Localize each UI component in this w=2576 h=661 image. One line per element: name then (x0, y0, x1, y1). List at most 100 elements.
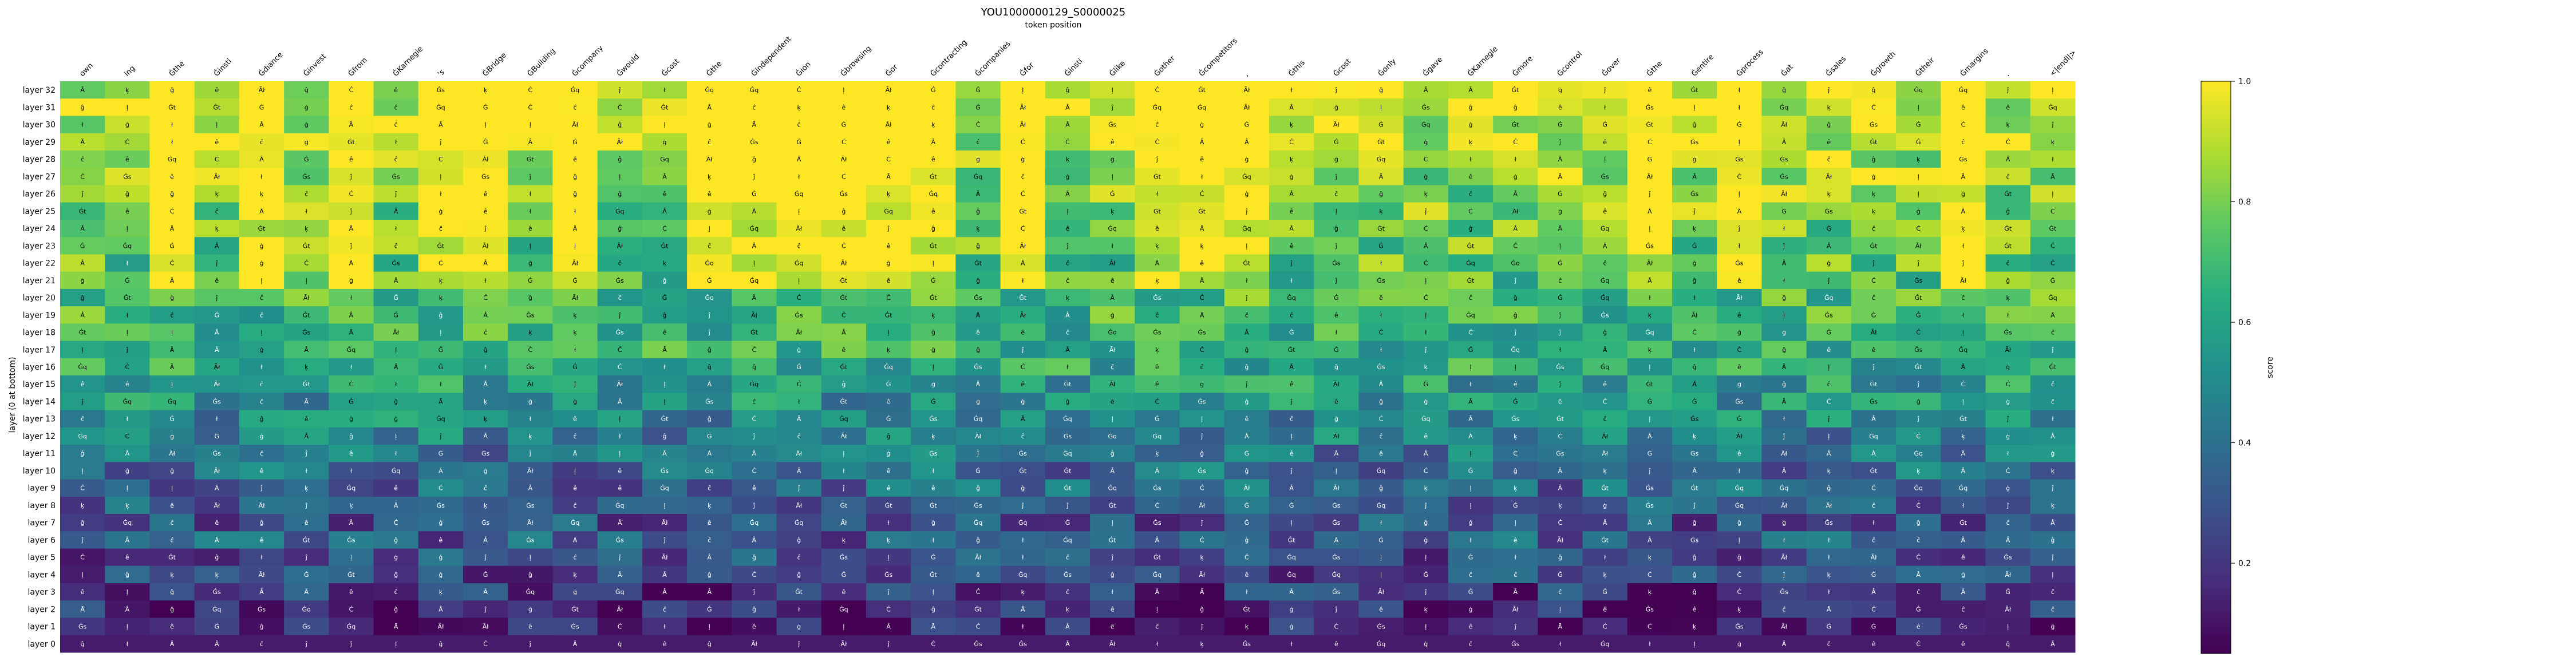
cell-label: Ãł (1199, 571, 1206, 579)
cell-label: Â (438, 121, 443, 129)
cell-label: ĵ (1514, 329, 1517, 337)
heatmap-cell (1851, 254, 1897, 272)
cell-label: Ā (1289, 363, 1294, 371)
cell-label: Ā (886, 173, 891, 180)
cell-label: ĵ (81, 398, 84, 405)
heatmap-cell (463, 583, 508, 601)
heatmap-cell (1985, 323, 2031, 342)
cell-label: Ġq (302, 605, 311, 613)
heatmap-cell (329, 410, 374, 428)
heatmap-cell (552, 618, 598, 636)
heatmap-cell (1761, 116, 1807, 134)
cell-label: Ċ (2050, 208, 2055, 215)
heatmap-cell (1358, 306, 1404, 324)
heatmap-cell (329, 358, 374, 376)
heatmap-cell (1582, 254, 1628, 272)
heatmap-cell (821, 479, 867, 497)
heatmap-cell (463, 479, 508, 497)
cell-label: ķ (663, 260, 667, 267)
cell-label: Ā (752, 294, 757, 302)
cell-label: ġ (1200, 121, 1204, 129)
cell-label: Ãł (1647, 260, 1654, 267)
cell-label: ł (306, 467, 308, 474)
cell-label: ĵ (1156, 156, 1159, 163)
cell-label: Ċ (1558, 433, 1563, 440)
cell-label: Ġs (1198, 467, 1207, 474)
heatmap-cell (1538, 341, 1583, 359)
cell-label: Ġ (80, 242, 85, 250)
cell-label: Ãł (1109, 381, 1116, 388)
heatmap-cell (1358, 237, 1404, 255)
cell-label: Ġs (1914, 277, 1923, 284)
heatmap-cell (1448, 288, 1494, 307)
cell-label: ĝ (2006, 208, 2010, 215)
cell-label: ĝ (1693, 277, 1697, 284)
cell-label: Â (528, 138, 533, 146)
heatmap-cell (1627, 98, 1673, 116)
cell-label: ķ (1693, 433, 1697, 440)
cell-label: ê (484, 191, 488, 198)
cell-label: ļ (306, 277, 307, 284)
cell-label: Ãł (527, 467, 534, 474)
cell-label: Ā (304, 398, 309, 405)
cell-label: ĵ (1872, 260, 1875, 267)
cell-label: Ā (80, 605, 85, 613)
cell-label: ĝ (976, 485, 980, 492)
heatmap-cell (463, 375, 508, 393)
heatmap-cell (1896, 168, 1941, 185)
cell-label: ł (1828, 554, 1830, 561)
y-tick-label: layer 28 (23, 155, 56, 164)
cell-label: ê (125, 156, 129, 163)
heatmap-cell (194, 254, 240, 272)
cell-label: ĝ (125, 191, 129, 198)
heatmap-cell (1448, 462, 1494, 480)
cell-label: ĵ (618, 311, 621, 319)
heatmap-cell (1448, 410, 1494, 428)
cell-label: ļ (440, 329, 441, 337)
cell-label: Ġ (841, 571, 847, 579)
cell-label: Ġt (1288, 536, 1296, 544)
heatmap-cell (194, 306, 240, 324)
cell-label: Ãł (1781, 191, 1788, 198)
x-tick-label: Ġor (883, 62, 900, 78)
cell-label: Ġs (302, 329, 311, 337)
cell-label: ĉ (171, 519, 174, 527)
heatmap-cell (1090, 133, 1135, 151)
cell-label: ļ (127, 485, 128, 492)
colorbar (2200, 81, 2231, 654)
cell-label: Ġt (661, 415, 669, 423)
heatmap-cell (284, 168, 329, 185)
heatmap-cell (1582, 427, 1628, 445)
cell-label: ĉ (215, 208, 219, 215)
heatmap-cell (1761, 531, 1807, 549)
heatmap-cell (955, 202, 1001, 220)
heatmap-cell (1403, 288, 1449, 307)
cell-label: Ġs (1735, 156, 1744, 163)
cell-label: Ċ (1871, 104, 1876, 111)
heatmap-cell (1941, 323, 1986, 342)
cell-label: Ā (1289, 225, 1294, 232)
cell-label: ĉ (2006, 260, 2010, 267)
cell-label: Ġq (1018, 571, 1028, 579)
cell-label: Ġs (1690, 536, 1699, 544)
heatmap-cell (1403, 202, 1449, 220)
cell-label: Ġq (1108, 225, 1117, 232)
cell-label: ġ (1693, 260, 1697, 267)
heatmap-cell (418, 445, 464, 462)
cell-label: Ġs (1825, 208, 1834, 215)
heatmap-cell (1448, 185, 1494, 203)
cell-label: Ġt (930, 242, 938, 250)
cell-label: Ġq (1466, 260, 1475, 267)
heatmap-cell (1985, 618, 2031, 636)
heatmap-cell (1179, 288, 1225, 307)
cell-label: ĵ (1021, 502, 1024, 509)
colorbar-tick-label: 1.0 (2238, 77, 2251, 86)
heatmap-cell (1000, 202, 1046, 220)
cell-label: Â (752, 242, 757, 250)
heatmap-cell (194, 635, 240, 653)
cell-label: ļ (127, 623, 128, 631)
cell-label: ĵ (1693, 208, 1696, 215)
cell-label: ļ (663, 121, 665, 129)
heatmap-cell (1761, 306, 1807, 324)
cell-label: ĉ (2006, 173, 2010, 180)
